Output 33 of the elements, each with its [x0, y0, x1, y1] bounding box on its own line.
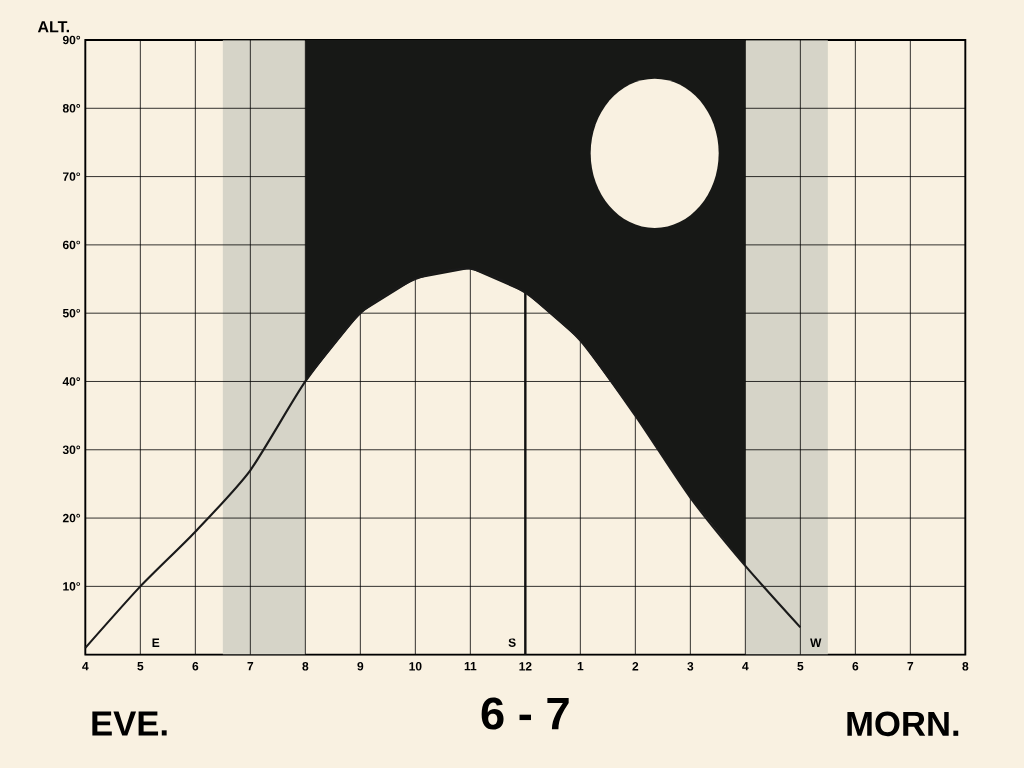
- annotation: E: [152, 638, 160, 647]
- x-tick-label: 9: [357, 662, 364, 671]
- annotation: W: [810, 638, 822, 647]
- y-tick-label: 50°: [62, 308, 81, 318]
- x-tick-label: 3: [687, 662, 694, 671]
- text: 6 - 7: [481, 697, 569, 730]
- x-tick-label: 11: [464, 662, 477, 671]
- x-tick-label: 5: [137, 662, 144, 671]
- x-tick-label: 8: [302, 662, 309, 671]
- x-tick-label: 12: [519, 662, 532, 671]
- x-tick-label: 4: [82, 662, 89, 671]
- x-tick-label: 7: [247, 662, 254, 671]
- x-tick-label: 10: [409, 662, 422, 671]
- x-tick-label: 6: [192, 662, 199, 671]
- x-tick-label: 5: [797, 662, 804, 671]
- y-tick-label: 80°: [62, 104, 81, 113]
- y-tick-label: 10°: [63, 582, 81, 591]
- y-tick-label: 30°: [62, 445, 81, 455]
- text: EVE.: [92, 711, 167, 736]
- x-tick-label: 8: [962, 662, 969, 671]
- y-tick-label: 20°: [62, 513, 81, 523]
- y-tick-label: 90°: [62, 35, 81, 45]
- y-tick-label: 40°: [62, 377, 81, 386]
- y-axis-title: ALT.: [37, 21, 69, 33]
- x-tick-label: 2: [632, 662, 639, 671]
- x-tick-label: 7: [907, 662, 914, 671]
- annotation: S: [508, 638, 516, 647]
- text: MORN.: [847, 711, 959, 737]
- y-tick-label: 60°: [62, 240, 81, 250]
- x-tick-label: 4: [742, 662, 749, 671]
- x-tick-label: 1: [577, 662, 584, 671]
- x-tick-label: 6: [852, 662, 859, 671]
- y-tick-label: 70°: [63, 172, 81, 181]
